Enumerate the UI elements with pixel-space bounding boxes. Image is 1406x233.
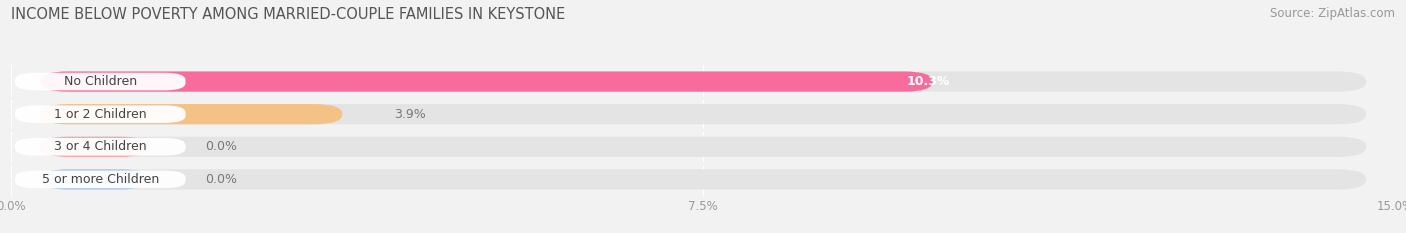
FancyBboxPatch shape [39,137,149,157]
FancyBboxPatch shape [39,169,1367,189]
Text: INCOME BELOW POVERTY AMONG MARRIED-COUPLE FAMILIES IN KEYSTONE: INCOME BELOW POVERTY AMONG MARRIED-COUPL… [11,7,565,22]
FancyBboxPatch shape [15,171,186,188]
FancyBboxPatch shape [15,138,186,156]
FancyBboxPatch shape [15,105,186,123]
Text: 1 or 2 Children: 1 or 2 Children [53,108,146,121]
Text: 0.0%: 0.0% [205,173,238,186]
FancyBboxPatch shape [39,169,149,189]
Text: 3 or 4 Children: 3 or 4 Children [53,140,146,153]
Text: 10.3%: 10.3% [907,75,950,88]
Text: 5 or more Children: 5 or more Children [42,173,159,186]
FancyBboxPatch shape [39,72,1367,92]
Text: Source: ZipAtlas.com: Source: ZipAtlas.com [1270,7,1395,20]
Text: 3.9%: 3.9% [394,108,426,121]
Text: No Children: No Children [63,75,136,88]
FancyBboxPatch shape [15,73,186,90]
Text: 0.0%: 0.0% [205,140,238,153]
FancyBboxPatch shape [39,137,1367,157]
FancyBboxPatch shape [39,104,343,124]
FancyBboxPatch shape [39,104,1367,124]
FancyBboxPatch shape [39,72,932,92]
